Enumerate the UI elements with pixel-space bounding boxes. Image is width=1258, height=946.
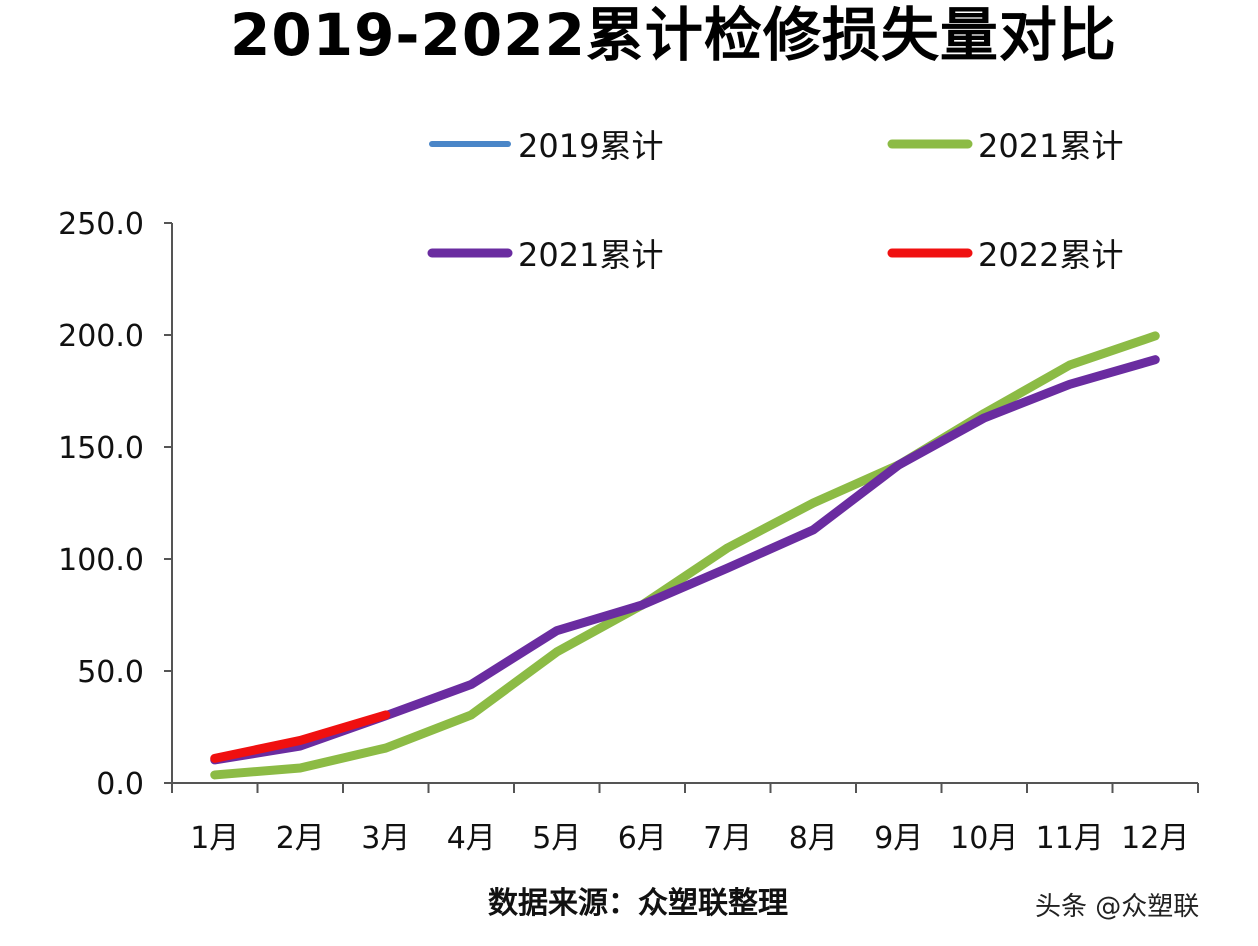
x-tick-label: 2月 xyxy=(276,821,325,856)
legend-label: 2019累计 xyxy=(518,127,663,165)
series-line-2 xyxy=(210,355,1160,765)
x-tick-label: 9月 xyxy=(874,821,923,856)
x-tick-label: 11月 xyxy=(1036,821,1104,856)
x-tick-label: 3月 xyxy=(361,821,410,856)
y-tick-label: 50.0 xyxy=(77,655,144,690)
x-tick-label: 5月 xyxy=(532,821,581,856)
y-tick-label: 0.0 xyxy=(96,767,144,802)
x-tick-label: 10月 xyxy=(950,821,1018,856)
legend-label: 2021累计 xyxy=(518,236,663,274)
y-tick-label: 250.0 xyxy=(58,207,144,242)
x-tick-label: 6月 xyxy=(618,821,667,856)
x-tick-label: 7月 xyxy=(703,821,752,856)
legend-label: 2021累计 xyxy=(978,127,1123,165)
watermark: 头条 @众塑联 xyxy=(1035,892,1200,922)
y-tick-label: 150.0 xyxy=(58,431,144,466)
x-tick-label: 4月 xyxy=(447,821,496,856)
x-tick-label: 8月 xyxy=(789,821,838,856)
y-tick-label: 100.0 xyxy=(58,543,144,578)
data-source: 数据来源：众塑联整理 xyxy=(488,886,788,921)
x-tick-label: 1月 xyxy=(190,821,239,856)
legend-label: 2022累计 xyxy=(978,236,1123,274)
chart-title: 2019-2022累计检修损失量对比 xyxy=(230,1,1117,69)
series-line-1 xyxy=(210,331,1160,780)
y-tick-label: 200.0 xyxy=(58,319,144,354)
x-tick-label: 12月 xyxy=(1121,821,1189,856)
series-line-3 xyxy=(210,710,391,763)
